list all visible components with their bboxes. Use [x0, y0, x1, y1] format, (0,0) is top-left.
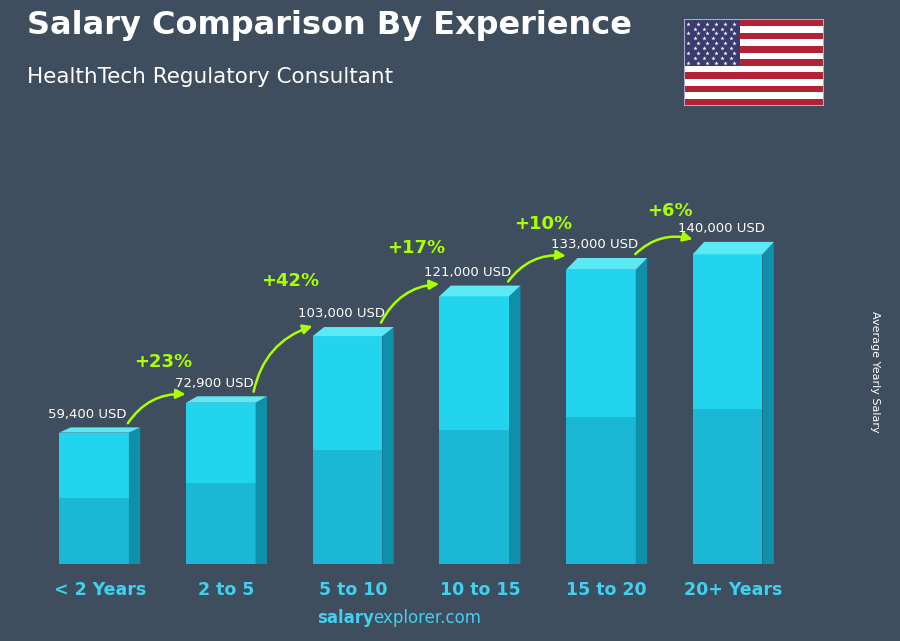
Polygon shape [59, 433, 129, 498]
Bar [684, 19, 824, 26]
Text: Salary Comparison By Experience: Salary Comparison By Experience [27, 10, 632, 40]
Text: 20+ Years: 20+ Years [684, 581, 782, 599]
Text: 140,000 USD: 140,000 USD [678, 222, 765, 235]
Polygon shape [439, 286, 520, 296]
Text: salary: salary [317, 609, 373, 627]
Polygon shape [566, 270, 635, 417]
Bar [684, 99, 824, 106]
Bar [684, 92, 824, 99]
Polygon shape [439, 430, 509, 564]
Bar [684, 66, 824, 72]
Text: 59,400 USD: 59,400 USD [49, 408, 127, 420]
Text: 103,000 USD: 103,000 USD [298, 307, 384, 320]
Text: < 2 Years: < 2 Years [54, 581, 146, 599]
Polygon shape [256, 396, 267, 564]
Polygon shape [693, 242, 774, 254]
Text: 5 to 10: 5 to 10 [319, 581, 387, 599]
Text: +23%: +23% [134, 353, 193, 370]
Polygon shape [439, 296, 509, 430]
Bar [684, 33, 824, 39]
Text: 10 to 15: 10 to 15 [439, 581, 520, 599]
Bar [684, 86, 824, 92]
Polygon shape [312, 336, 382, 450]
Polygon shape [635, 258, 647, 564]
Polygon shape [566, 417, 635, 564]
Bar [684, 39, 824, 46]
Polygon shape [129, 428, 140, 564]
Text: +6%: +6% [647, 203, 693, 221]
Polygon shape [59, 498, 129, 564]
Bar [684, 19, 740, 66]
Text: explorer.com: explorer.com [374, 609, 482, 627]
Text: HealthTech Regulatory Consultant: HealthTech Regulatory Consultant [27, 67, 393, 87]
Polygon shape [382, 327, 393, 564]
Polygon shape [59, 428, 140, 433]
Text: 133,000 USD: 133,000 USD [551, 238, 638, 251]
Polygon shape [566, 258, 647, 270]
Text: 2 to 5: 2 to 5 [198, 581, 255, 599]
Polygon shape [186, 403, 256, 483]
Text: 15 to 20: 15 to 20 [566, 581, 647, 599]
Text: +17%: +17% [388, 239, 446, 257]
Bar [684, 46, 824, 53]
Text: Average Yearly Salary: Average Yearly Salary [869, 311, 880, 433]
Polygon shape [509, 286, 520, 564]
Polygon shape [312, 450, 382, 564]
Bar [684, 26, 824, 33]
Bar [684, 53, 824, 59]
Polygon shape [312, 327, 393, 336]
Text: +42%: +42% [261, 272, 319, 290]
Polygon shape [762, 242, 774, 564]
Polygon shape [693, 409, 762, 564]
Polygon shape [693, 254, 762, 409]
Bar [684, 72, 824, 79]
Text: 121,000 USD: 121,000 USD [424, 266, 511, 279]
Polygon shape [186, 483, 256, 564]
Bar [684, 79, 824, 86]
Bar [684, 59, 824, 66]
Text: +10%: +10% [514, 215, 572, 233]
Text: 72,900 USD: 72,900 USD [176, 377, 254, 390]
Polygon shape [186, 396, 267, 403]
